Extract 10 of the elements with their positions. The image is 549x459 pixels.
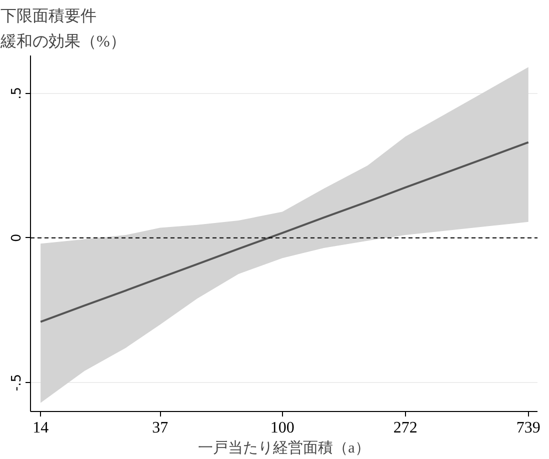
x-tick-label: 37 — [152, 420, 168, 436]
y-tick-label: -.5 — [10, 374, 24, 392]
x-tick-label: 272 — [393, 420, 418, 436]
x-axis-title: 一戸当たり経営面積（a） — [198, 440, 370, 456]
x-tick-label: 100 — [270, 420, 294, 436]
x-tick-label: 14 — [32, 420, 49, 436]
y-tick-label: 0 — [10, 234, 24, 242]
y-axis-title: 下限面積要件緩和の効果（%） — [0, 8, 126, 50]
x-tick-label: 739 — [516, 420, 540, 436]
y-tick-label: .5 — [10, 86, 24, 100]
